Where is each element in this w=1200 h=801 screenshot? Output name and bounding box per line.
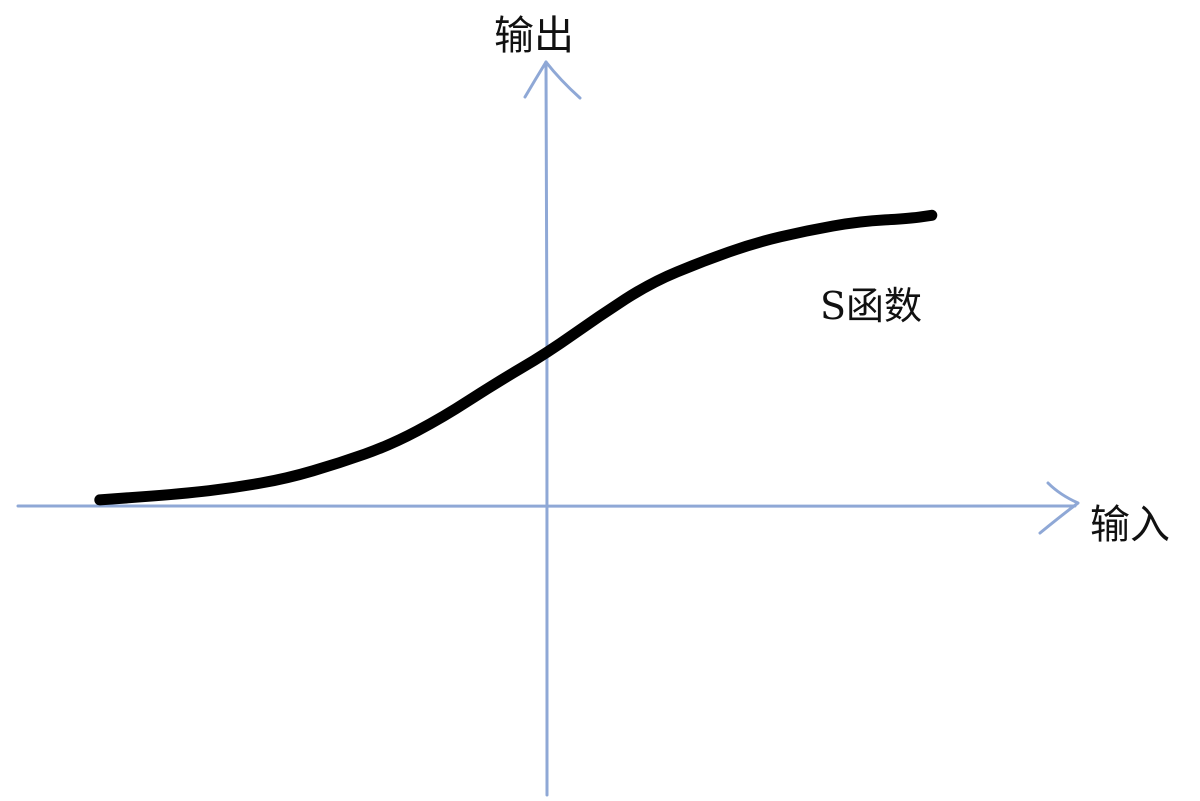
curve-label: S函数 bbox=[820, 284, 923, 328]
y-axis-label: 输出 bbox=[494, 13, 574, 59]
x-axis-arrowhead bbox=[1038, 481, 1080, 535]
x-axis-label: 输入 bbox=[1090, 502, 1170, 548]
y-axis bbox=[544, 60, 549, 797]
sigmoid-curve-group bbox=[94, 209, 938, 506]
y-axis-arrowhead bbox=[523, 60, 582, 100]
x-axis bbox=[16, 504, 1077, 509]
sigmoid-curve bbox=[94, 209, 938, 506]
